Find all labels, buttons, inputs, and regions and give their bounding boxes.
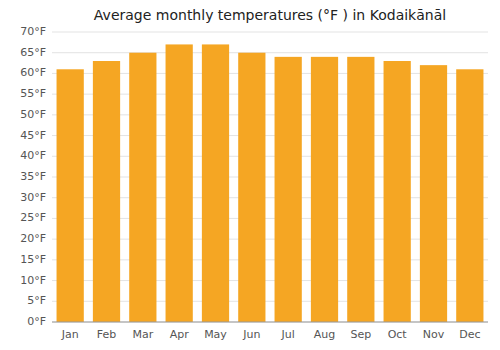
bar — [311, 57, 338, 322]
x-tick-label: Mar — [132, 328, 153, 341]
y-tick-label: 40°F — [20, 149, 46, 162]
x-tick-label: Aug — [314, 328, 335, 341]
y-tick-label: 70°F — [20, 25, 46, 38]
y-tick-label: 50°F — [20, 108, 46, 121]
grid — [52, 32, 488, 322]
y-axis: 0°F 5°F 10°F 15°F 20°F 25°F 30°F 35°F 40°F 45°F 50… — [20, 25, 46, 328]
bar — [347, 57, 374, 322]
y-tick-label: 25°F — [20, 211, 46, 224]
bar — [57, 69, 84, 322]
y-tick-label: 45°F — [20, 129, 46, 142]
bars — [57, 44, 484, 322]
y-tick-label: 65°F — [20, 46, 46, 59]
y-tick-label: 35°F — [20, 170, 46, 183]
y-tick-label: 10°F — [20, 274, 46, 287]
bar — [456, 69, 483, 322]
x-tick-label: Jul — [281, 328, 295, 341]
grid-line — [52, 322, 488, 323]
x-tick-label: Sep — [350, 328, 371, 341]
bar — [420, 65, 447, 322]
bar — [384, 61, 411, 322]
y-tick-label: 30°F — [20, 191, 46, 204]
bar — [202, 44, 229, 322]
x-tick-label: May — [204, 328, 227, 341]
x-axis-line — [52, 322, 488, 323]
grid-line — [52, 52, 488, 53]
bar — [93, 61, 120, 322]
x-tick-label: Jun — [242, 328, 260, 341]
bar — [166, 44, 193, 322]
bar — [238, 53, 265, 322]
y-tick-label: 60°F — [20, 66, 46, 79]
y-tick-label: 20°F — [20, 232, 46, 245]
title: Average monthly temperatures (°F ) in Ko… — [94, 7, 446, 23]
chart: Average monthly temperatures (°F ) in Ko… — [0, 0, 500, 350]
x-tick-label: Oct — [388, 328, 408, 341]
y-tick-label: 0°F — [27, 315, 46, 328]
grid-line — [52, 32, 488, 33]
x-tick-label: Dec — [459, 328, 480, 341]
x-tick-label: Nov — [423, 328, 445, 341]
x-tick-label: Feb — [97, 328, 116, 341]
x-axis: Jan Feb Mar Apr May Jun Jul Aug Sep Oct Nov Dec — [61, 328, 481, 341]
x-tick-label: Apr — [170, 328, 190, 341]
y-tick-label: 15°F — [20, 253, 46, 266]
bar — [275, 57, 302, 322]
y-tick-label: 55°F — [20, 87, 46, 100]
y-tick-label: 5°F — [27, 294, 46, 307]
x-tick-label: Jan — [61, 328, 79, 341]
bar — [129, 53, 156, 322]
